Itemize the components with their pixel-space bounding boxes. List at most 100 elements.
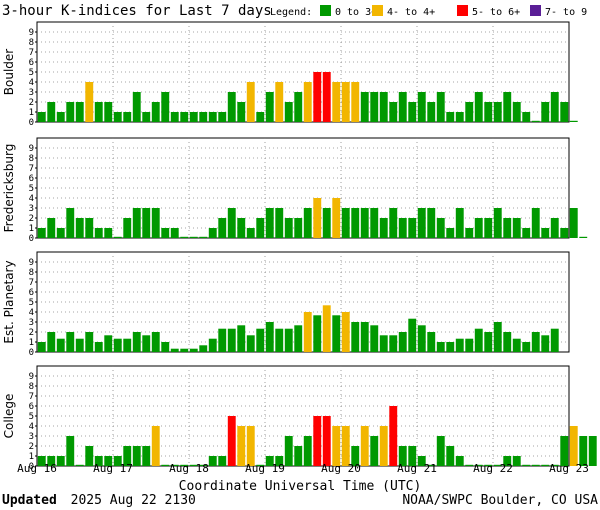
bar <box>208 228 217 238</box>
y-tick-label: 8 <box>29 38 34 48</box>
bar <box>75 464 84 466</box>
bar <box>531 208 540 238</box>
bar <box>237 102 246 122</box>
bar <box>303 312 312 352</box>
bar <box>85 218 94 238</box>
bar <box>379 335 388 352</box>
bar <box>455 208 464 238</box>
x-tick-label: Aug 20 <box>321 462 361 475</box>
bar <box>180 348 189 352</box>
bar <box>474 218 483 238</box>
bar <box>484 464 493 466</box>
bar <box>37 112 46 122</box>
legend-swatch <box>372 5 383 16</box>
bar <box>541 102 550 122</box>
bar <box>47 332 56 352</box>
bar <box>389 406 398 466</box>
bar <box>503 92 512 122</box>
bar <box>541 228 550 238</box>
bar <box>569 426 578 466</box>
bar <box>208 338 217 352</box>
panels: 0123456789Boulder0123456789Fredericksbur… <box>2 21 597 472</box>
bar <box>322 305 331 352</box>
bar <box>351 322 360 352</box>
bar <box>237 218 246 238</box>
y-tick-label: 0 <box>29 348 34 358</box>
bar <box>170 348 179 352</box>
y-tick-label: 6 <box>29 288 34 298</box>
bar <box>408 446 417 466</box>
bar <box>246 335 255 352</box>
bar <box>123 446 132 466</box>
x-tick-label: Aug 18 <box>169 462 209 475</box>
legend-swatch <box>530 5 541 16</box>
bar <box>512 338 521 352</box>
bar <box>351 446 360 466</box>
bar <box>436 218 445 238</box>
y-tick-label: 4 <box>29 78 34 88</box>
bar <box>370 325 379 352</box>
y-tick-label: 8 <box>29 382 34 392</box>
y-tick-label: 2 <box>29 214 34 224</box>
bar <box>246 426 255 466</box>
legend-entries: 0 to 3+ 4- to 4+ 5- to 6+ 7- to 9 <box>320 5 587 18</box>
legend-entry-label: 4- to 4+ <box>387 7 435 18</box>
bar <box>170 464 179 466</box>
bar <box>113 236 122 238</box>
bar <box>256 112 265 122</box>
legend-entry: 7- to 9 <box>530 5 587 18</box>
bar <box>218 112 227 122</box>
y-tick-label: 7 <box>29 392 34 402</box>
bar <box>370 92 379 122</box>
bar <box>56 228 65 238</box>
y-tick-label: 7 <box>29 164 34 174</box>
y-tick-label: 5 <box>29 412 34 422</box>
bar <box>455 338 464 352</box>
bar <box>360 322 369 352</box>
bar <box>56 456 65 466</box>
bar <box>218 328 227 352</box>
bar <box>256 218 265 238</box>
bar <box>503 456 512 466</box>
bar <box>142 208 151 238</box>
bar <box>47 218 56 238</box>
bar <box>142 112 151 122</box>
y-tick-label: 6 <box>29 402 34 412</box>
bar <box>218 456 227 466</box>
bar <box>246 82 255 122</box>
bar <box>227 328 236 352</box>
y-tick-label: 5 <box>29 68 34 78</box>
bar <box>294 218 303 238</box>
bar <box>474 92 483 122</box>
bar <box>560 228 569 238</box>
bar <box>294 446 303 466</box>
bar <box>85 332 94 352</box>
bar <box>503 332 512 352</box>
bar <box>522 228 531 238</box>
bar <box>322 208 331 238</box>
bar <box>75 338 84 352</box>
bar <box>275 208 284 238</box>
legend-entry: 0 to 3+ <box>320 5 377 18</box>
legend-entry: 4- to 4+ <box>372 5 435 18</box>
bar <box>237 426 246 466</box>
legend-label: Legend: <box>270 7 312 18</box>
bar <box>189 236 198 238</box>
bar <box>322 72 331 122</box>
bar <box>284 328 293 352</box>
bar <box>94 102 103 122</box>
bar <box>522 342 531 352</box>
bar <box>541 464 550 466</box>
panel-label: Boulder <box>2 49 16 96</box>
bar <box>161 92 170 122</box>
bar <box>104 102 113 122</box>
bar <box>113 338 122 352</box>
y-tick-label: 0 <box>29 462 34 472</box>
updated-text: Updated 2025 Aug 22 2130 <box>2 493 196 508</box>
panel-label: Est. Planetary <box>2 260 16 343</box>
bar <box>446 228 455 238</box>
bar <box>208 112 217 122</box>
